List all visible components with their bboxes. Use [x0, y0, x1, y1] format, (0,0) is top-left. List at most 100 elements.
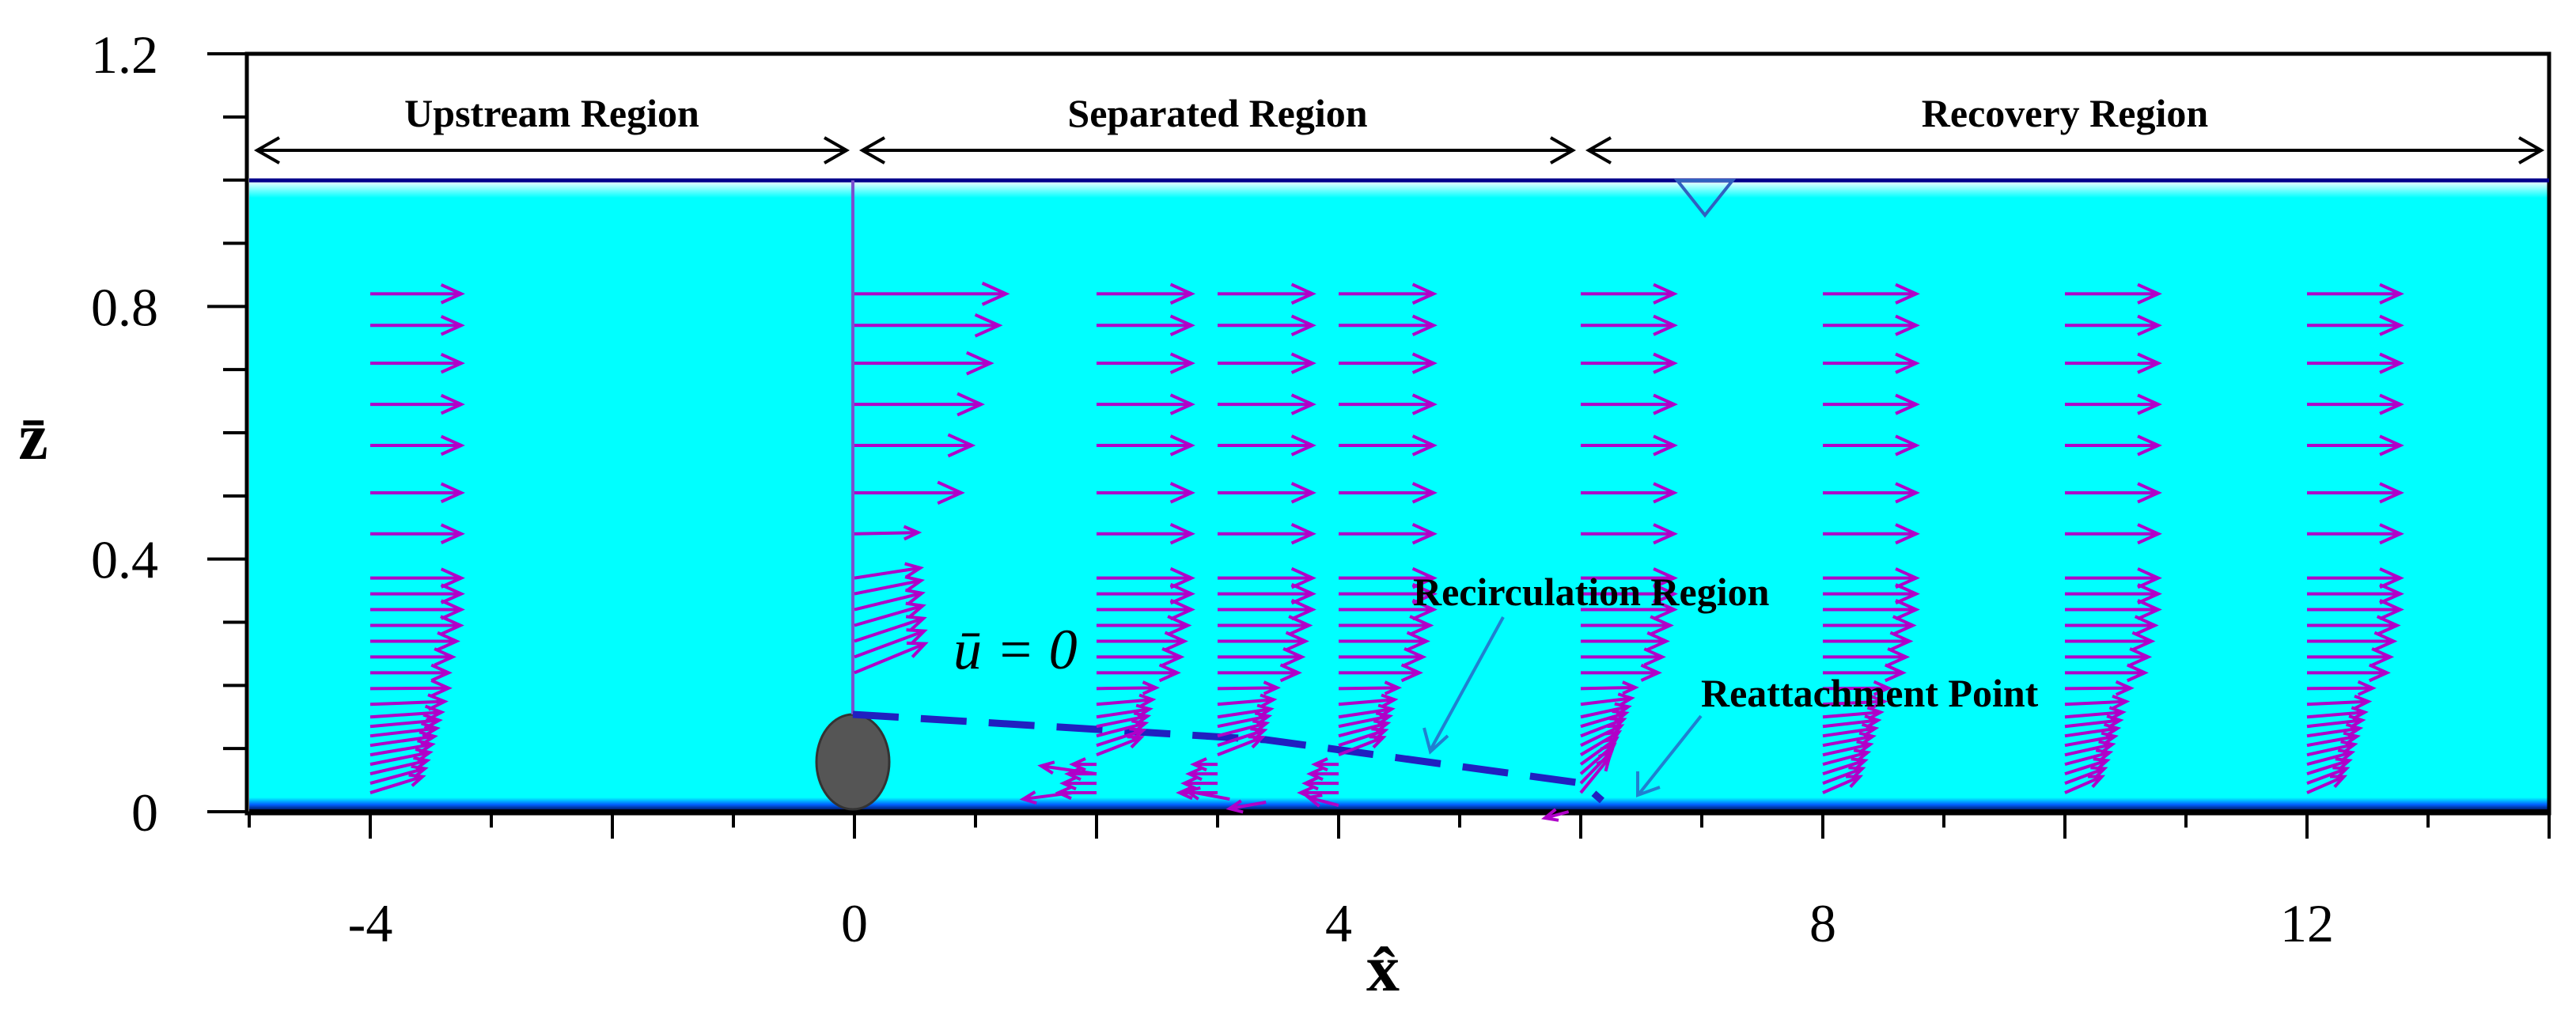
- velocity-arrowhead-icon: [1861, 722, 1880, 737]
- velocity-arrowhead-icon: [2379, 434, 2404, 456]
- velocity-arrowhead-icon: [1288, 615, 1313, 636]
- velocity-arrowhead-icon: [1653, 599, 1678, 621]
- velocity-arrowhead-icon: [1282, 647, 1306, 667]
- velocity-arrowhead-icon: [1640, 663, 1662, 682]
- velocity-arrowhead-icon: [440, 583, 465, 604]
- velocity-arrow: [1217, 707, 1271, 719]
- velocity-arrow: [2064, 726, 2118, 738]
- velocity-arrowhead-icon: [904, 562, 925, 578]
- velocity-arrowhead-icon: [440, 352, 465, 374]
- velocity-arrowhead-icon: [1540, 808, 1559, 822]
- velocity-arrowhead-icon: [1169, 352, 1195, 374]
- x-axis-title: x̂: [1366, 932, 1400, 1006]
- velocity-arrowhead-icon: [1596, 755, 1612, 772]
- velocity-arrow: [2064, 710, 2123, 719]
- velocity-arrow: [2064, 686, 2131, 691]
- velocity-arrow: [1822, 759, 1866, 776]
- velocity-arrowhead-icon: [2373, 631, 2398, 652]
- velocity-arrowhead-icon: [1306, 767, 1324, 782]
- velocity-vectors: [369, 282, 2404, 822]
- region-label: Recovery Region: [1922, 91, 2209, 135]
- velocity-arrowhead-icon: [2098, 740, 2116, 755]
- velocity-arrowhead-icon: [2379, 482, 2404, 504]
- velocity-arrowhead-icon: [440, 434, 465, 456]
- velocity-arrowhead-icon: [2337, 748, 2356, 763]
- velocity-arrow: [1096, 714, 1148, 729]
- velocity-arrowhead-icon: [1183, 786, 1201, 801]
- velocity-arrow: [369, 759, 428, 776]
- velocity-arrowhead-icon: [1858, 731, 1877, 746]
- velocity-arrowhead-icon: [974, 313, 1003, 338]
- velocity-arrow: [1580, 711, 1627, 729]
- velocity-arrow: [2306, 742, 2355, 757]
- velocity-arrow: [1338, 736, 1384, 757]
- velocity-arrowhead-icon: [1895, 523, 1920, 545]
- velocity-arrowhead-icon: [2137, 434, 2162, 456]
- velocity-arrowhead-icon: [2357, 680, 2377, 696]
- recirculation-label: Recirculation Region: [1413, 570, 1770, 614]
- velocity-arrow: [1822, 767, 1863, 785]
- velocity-arrowhead-icon: [2137, 523, 2162, 545]
- velocity-arrowhead-icon: [430, 663, 453, 682]
- velocity-arrowhead-icon: [1406, 631, 1430, 652]
- velocity-arrowhead-icon: [1185, 767, 1203, 782]
- velocity-arrowhead-icon: [1643, 647, 1666, 667]
- y-tick-label: 0.8: [91, 277, 158, 337]
- velocity-arrowhead-icon: [1381, 693, 1399, 708]
- velocity-arrowhead-icon: [1411, 582, 1438, 605]
- velocity-arrowhead-icon: [1384, 680, 1402, 695]
- velocity-arrowhead-icon: [427, 693, 449, 711]
- velocity-arrowhead-icon: [1411, 282, 1438, 305]
- velocity-arrowhead-icon: [1369, 735, 1387, 749]
- velocity-arrowhead-icon: [2379, 352, 2404, 374]
- velocity-arrowhead-icon: [2106, 714, 2124, 729]
- velocity-arrowhead-icon: [1409, 615, 1434, 636]
- velocity-arrowhead-icon: [2093, 757, 2111, 771]
- velocity-arrowhead-icon: [2103, 722, 2122, 737]
- velocity-arrow: [369, 710, 442, 719]
- velocity-arrow: [369, 726, 438, 738]
- velocity-arrow: [1096, 729, 1144, 748]
- velocity-arrowhead-icon: [1653, 583, 1678, 605]
- velocity-arrowhead-icon: [1290, 393, 1316, 415]
- velocity-arrowhead-icon: [1892, 615, 1917, 636]
- velocity-arrowhead-icon: [1895, 583, 1920, 605]
- velocity-arrowhead-icon: [2112, 694, 2131, 710]
- arrow-right-icon: [824, 136, 850, 165]
- velocity-arrow: [2306, 726, 2360, 738]
- velocity-arrow: [854, 642, 926, 675]
- velocity-arrowhead-icon: [1653, 352, 1678, 374]
- velocity-arrowhead-icon: [2137, 599, 2162, 621]
- velocity-arrowhead-icon: [947, 433, 976, 458]
- velocity-arrowhead-icon: [906, 628, 928, 645]
- velocity-arrowhead-icon: [1037, 760, 1055, 775]
- velocity-arrowhead-icon: [2134, 615, 2159, 636]
- velocity-arrowhead-icon: [904, 575, 925, 592]
- velocity-arrowhead-icon: [1411, 523, 1438, 545]
- velocity-arrowhead-icon: [1142, 680, 1160, 695]
- velocity-arrowhead-icon: [965, 350, 994, 376]
- velocity-arrow: [2306, 686, 2373, 691]
- velocity-arrowhead-icon: [1895, 282, 1920, 305]
- velocity-arrowhead-icon: [1290, 434, 1316, 456]
- velocity-arrowhead-icon: [1279, 663, 1302, 683]
- velocity-arrowhead-icon: [1895, 314, 1920, 336]
- arrow-left-icon: [858, 136, 885, 165]
- velocity-arrow: [2306, 699, 2369, 706]
- velocity-arrowhead-icon: [1411, 482, 1438, 504]
- velocity-arrow: [2064, 734, 2116, 748]
- velocity-arrow: [854, 591, 922, 612]
- velocity-arrowhead-icon: [2379, 393, 2404, 415]
- velocity-arrowhead-icon: [1411, 314, 1438, 336]
- velocity-arrowhead-icon: [1853, 748, 1872, 763]
- velocity-arrowhead-icon: [2335, 757, 2353, 771]
- velocity-arrowhead-icon: [1895, 599, 1920, 621]
- velocity-arrow: [854, 604, 923, 627]
- velocity-arrow: [2064, 775, 2103, 794]
- y-tick-label: 0.4: [91, 530, 158, 590]
- velocity-arrowhead-icon: [1411, 393, 1438, 415]
- velocity-arrow: [1338, 698, 1395, 706]
- velocity-arrow: [1338, 707, 1392, 719]
- velocity-arrowhead-icon: [1617, 692, 1635, 707]
